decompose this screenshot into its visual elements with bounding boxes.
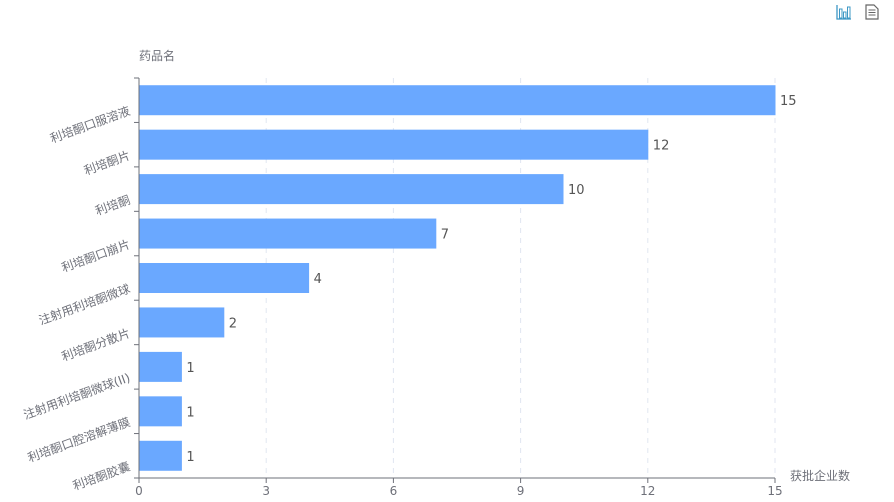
x-tick-label: 12 bbox=[640, 484, 655, 498]
y-tick-label: 利培酮分散片 bbox=[59, 325, 132, 364]
bar-value-label: 2 bbox=[229, 316, 237, 331]
bar bbox=[139, 129, 649, 160]
x-tick-label: 9 bbox=[517, 484, 525, 498]
bar-value-label: 1 bbox=[186, 405, 194, 420]
data-view-icon[interactable] bbox=[864, 4, 880, 20]
bar bbox=[139, 174, 564, 205]
bar-value-label: 10 bbox=[568, 183, 585, 198]
bar-value-label: 12 bbox=[653, 139, 670, 154]
bar-value-label: 15 bbox=[780, 94, 797, 109]
bar bbox=[139, 307, 225, 338]
bar bbox=[139, 85, 776, 116]
x-tick-label: 0 bbox=[135, 484, 143, 498]
toolbox bbox=[836, 4, 880, 20]
y-tick-label: 注射用利培酮微球 bbox=[37, 281, 132, 328]
bar bbox=[139, 351, 182, 382]
y-tick-label: 利培酮胶囊 bbox=[70, 459, 132, 494]
bar-value-label: 7 bbox=[441, 228, 449, 243]
x-tick-label: 3 bbox=[262, 484, 270, 498]
bar-value-label: 1 bbox=[186, 450, 194, 465]
bar-value-label: 1 bbox=[186, 361, 194, 376]
bar bbox=[139, 440, 182, 471]
bar bbox=[139, 263, 310, 293]
y-axis-title: 药品名 bbox=[139, 48, 175, 63]
bar-chart-icon[interactable] bbox=[836, 4, 852, 20]
y-tick-label: 注射用利培酮微球(II) bbox=[21, 370, 132, 423]
bar bbox=[139, 396, 182, 427]
bar-value-label: 4 bbox=[314, 272, 322, 287]
y-tick-label: 利培酮口服溶液 bbox=[48, 103, 132, 146]
y-tick-label: 利培酮片 bbox=[82, 147, 132, 178]
x-tick-label: 6 bbox=[390, 484, 398, 498]
y-tick-label: 利培酮口崩片 bbox=[59, 236, 132, 275]
bar bbox=[139, 218, 437, 249]
x-axis-title: 获批企业数 bbox=[790, 468, 850, 483]
x-tick-label: 15 bbox=[767, 484, 782, 498]
y-tick-label: 利培酮口腔溶解薄膜 bbox=[25, 414, 132, 465]
y-tick-label: 利培酮 bbox=[93, 192, 132, 218]
